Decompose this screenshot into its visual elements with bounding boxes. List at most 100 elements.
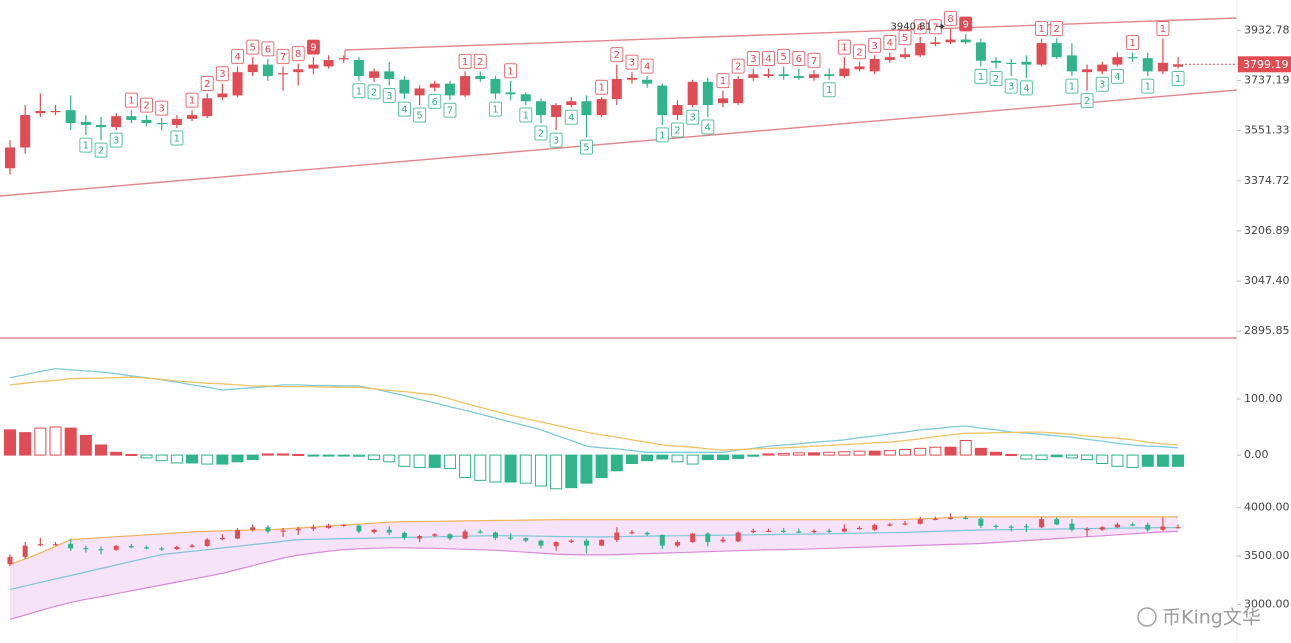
candle-body <box>1006 62 1017 65</box>
candle-body <box>475 76 486 79</box>
td-buy-count: 4 <box>568 113 574 124</box>
candle-body <box>763 74 774 77</box>
td-buy-count: 1 <box>1175 74 1181 85</box>
candle-body <box>460 76 471 96</box>
candle-body <box>1036 43 1047 65</box>
candle-body <box>535 101 546 116</box>
macd-bar <box>762 453 775 456</box>
candle-body <box>796 531 802 533</box>
td-sell-count: 1 <box>598 83 604 94</box>
candle-body <box>596 99 607 116</box>
td-box <box>549 132 563 148</box>
candle-body <box>1023 526 1029 528</box>
macd-bar <box>534 454 547 487</box>
td-buy-count: 2 <box>993 74 999 85</box>
candle-body <box>141 119 152 124</box>
candle-body <box>553 542 559 547</box>
td-box <box>79 137 93 153</box>
td-box <box>1171 71 1185 87</box>
candle-body <box>733 78 744 104</box>
macd-bar <box>792 452 805 456</box>
td-sell-count: 1 <box>507 66 513 77</box>
candle-body <box>295 528 301 531</box>
td-sell-count: 1 <box>189 96 195 107</box>
td-box <box>155 100 169 116</box>
candle-body <box>826 530 832 533</box>
macd-bar <box>110 451 123 456</box>
td-box <box>716 73 730 89</box>
td-sell-count: 2 <box>143 101 149 112</box>
td-box <box>473 53 487 69</box>
td-buy-count: 1 <box>978 72 984 83</box>
macd-bar <box>550 454 563 490</box>
candle-body <box>338 58 349 60</box>
td-sell-count: 1 <box>128 96 134 107</box>
candle-body <box>128 545 134 548</box>
macd-bar <box>352 454 365 457</box>
candle-body <box>508 537 514 539</box>
candle-body <box>417 536 423 539</box>
td-sell-count: 1 <box>1160 24 1166 35</box>
candle-body <box>614 532 620 540</box>
td-box <box>564 109 578 125</box>
td-box <box>579 139 593 155</box>
candle-body <box>341 524 347 527</box>
macd-bar <box>732 454 745 459</box>
macd-bar <box>34 427 47 456</box>
macd-bar <box>1126 454 1139 468</box>
candle-body <box>20 115 31 148</box>
td-buy-count: 1 <box>659 130 665 141</box>
candle-body <box>280 530 286 532</box>
candle-body <box>975 42 986 61</box>
td-buy-count: 2 <box>371 87 377 98</box>
td-box <box>731 58 745 74</box>
td-box <box>215 66 229 82</box>
td-box <box>261 41 275 57</box>
candle-body <box>353 59 364 77</box>
td-box <box>762 51 775 67</box>
macd-line <box>9 376 1179 451</box>
td-sell-count: 1 <box>841 43 847 54</box>
candle-body <box>204 539 210 546</box>
candle-body <box>65 110 76 124</box>
macd-bar <box>1081 454 1094 461</box>
candle-body <box>369 71 380 78</box>
candle-body <box>432 534 438 536</box>
candle-body <box>429 83 440 88</box>
candle-body <box>1054 519 1060 525</box>
candle-body <box>599 539 605 546</box>
candle-body <box>930 42 941 45</box>
macd-bar <box>1005 454 1018 457</box>
macd-bar <box>398 454 411 467</box>
y-tick-label: 3500.00 <box>1244 549 1290 562</box>
td-box <box>140 97 154 113</box>
td-box <box>837 39 851 55</box>
candle-body <box>156 123 167 125</box>
macd-bar <box>823 451 836 456</box>
candle-body <box>839 68 850 77</box>
candle-body <box>781 530 787 533</box>
candle-body <box>993 525 999 527</box>
candle-body <box>144 547 150 549</box>
td-box <box>989 71 1003 87</box>
td-buy-count: 4 <box>1114 72 1120 83</box>
macd-bar <box>19 432 32 456</box>
td-box <box>959 16 973 32</box>
y-tick-label: 100.00 <box>1244 392 1283 405</box>
td-box <box>853 44 867 60</box>
td-buy-count: 1 <box>826 85 832 96</box>
td-box <box>1080 93 1094 109</box>
td-sell-count: 6 <box>917 22 923 33</box>
candle-body <box>854 66 865 70</box>
candle-body <box>1160 526 1166 530</box>
macd-bar <box>519 454 532 484</box>
candle-body <box>735 532 741 542</box>
candle-body <box>824 74 835 77</box>
td-buy-count: 6 <box>432 97 438 108</box>
candle-body <box>1082 69 1093 73</box>
candle-body <box>262 64 273 77</box>
candle-body <box>310 527 316 529</box>
td-box <box>504 63 518 79</box>
candle-body <box>189 545 195 547</box>
td-box <box>443 102 457 118</box>
